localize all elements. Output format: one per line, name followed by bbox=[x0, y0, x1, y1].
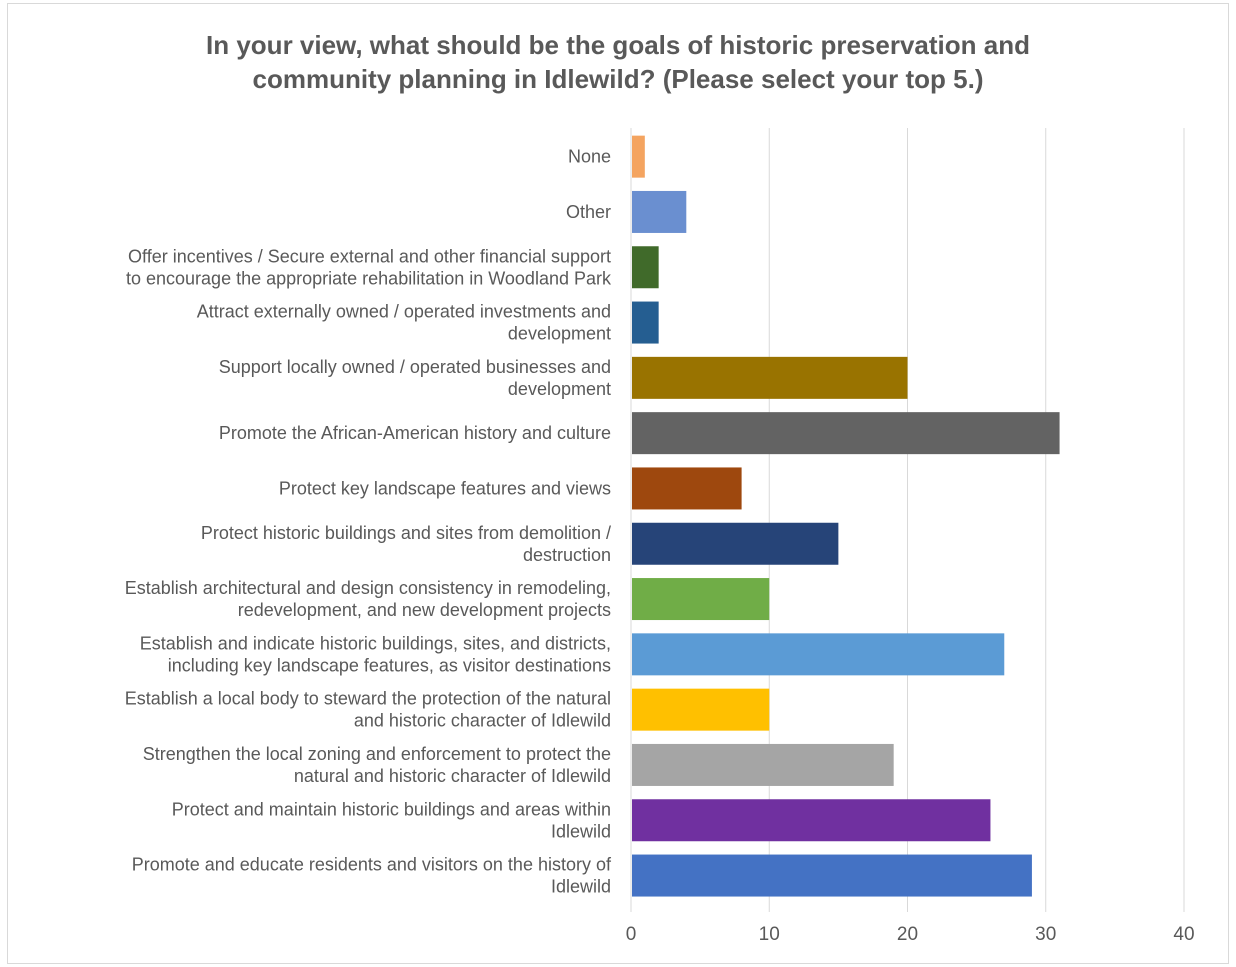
category-label: Establish and indicate historic building… bbox=[140, 633, 611, 653]
x-tick-label: 20 bbox=[897, 924, 918, 945]
category-label: Establish a local body to steward the pr… bbox=[125, 689, 611, 709]
bar bbox=[632, 578, 770, 621]
category-label: and historic character of Idlewild bbox=[354, 711, 611, 731]
category-label: Protect historic buildings and sites fro… bbox=[201, 523, 611, 543]
category-label: Promote the African-American history and… bbox=[219, 423, 611, 443]
category-label: redevelopment, and new development proje… bbox=[238, 600, 611, 620]
category-labels: None Other Offer incentives / Secure exter… bbox=[125, 147, 612, 897]
x-axis-tick-labels: 0 10 20 30 40 bbox=[626, 924, 1195, 945]
bar bbox=[632, 633, 1005, 676]
category-label: to encourage the appropriate rehabilitat… bbox=[126, 268, 612, 288]
bar bbox=[632, 356, 908, 399]
bar bbox=[632, 190, 687, 233]
category-label: None bbox=[568, 147, 611, 167]
category-label: Promote and educate residents and visito… bbox=[132, 855, 612, 875]
bar bbox=[632, 301, 659, 344]
category-label: Other bbox=[566, 202, 611, 222]
bar bbox=[632, 743, 894, 786]
category-label: including key landscape features, as vis… bbox=[168, 655, 611, 675]
category-label: natural and historic character of Idlewi… bbox=[294, 766, 611, 786]
category-label: Protect key landscape features and views bbox=[279, 478, 611, 498]
chart-frame bbox=[7, 3, 1229, 964]
x-tick-label: 10 bbox=[759, 924, 780, 945]
category-label: Offer incentives / Secure external and o… bbox=[128, 246, 611, 266]
category-label: destruction bbox=[523, 545, 611, 565]
bar bbox=[632, 522, 839, 565]
bar bbox=[632, 246, 659, 289]
bar bbox=[632, 467, 742, 510]
x-tick-label: 40 bbox=[1173, 924, 1194, 945]
category-label: development bbox=[508, 324, 611, 344]
category-label: Protect and maintain historic buildings … bbox=[172, 799, 611, 819]
chart-title: In your view, what should be the goals o… bbox=[206, 30, 1030, 94]
category-label: Attract externally owned / operated inve… bbox=[197, 302, 611, 322]
category-label: development bbox=[508, 379, 611, 399]
category-label: Idlewild bbox=[551, 821, 611, 841]
bar bbox=[632, 412, 1060, 455]
bars bbox=[632, 135, 1060, 897]
bar bbox=[632, 688, 770, 731]
x-tick-label: 0 bbox=[626, 924, 637, 945]
category-label: Idlewild bbox=[551, 877, 611, 897]
category-label: Strengthen the local zoning and enforcem… bbox=[143, 744, 611, 764]
gridlines bbox=[630, 128, 1185, 912]
bar bbox=[632, 799, 991, 842]
category-label: Support locally owned / operated busines… bbox=[219, 357, 611, 377]
x-tick-label: 30 bbox=[1035, 924, 1056, 945]
category-label: Establish architectural and design consi… bbox=[125, 578, 611, 598]
bar bbox=[632, 135, 645, 178]
bar bbox=[632, 854, 1032, 897]
